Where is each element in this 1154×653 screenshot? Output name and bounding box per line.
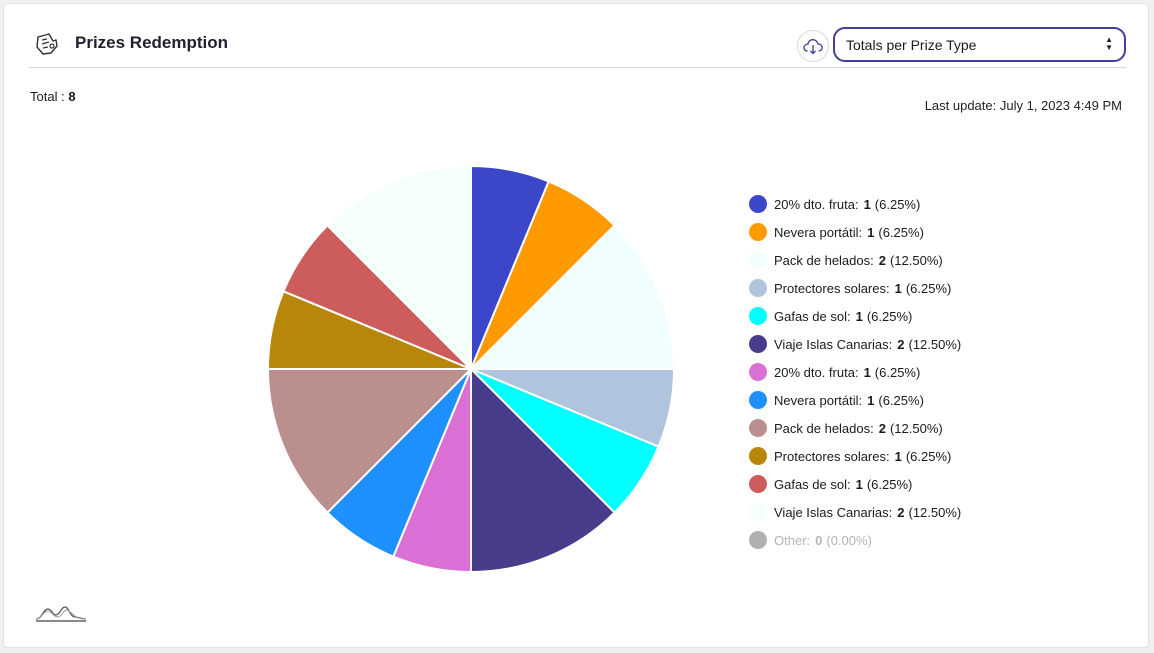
legend-label: Protectores solares:: [774, 448, 890, 464]
legend-label: Viaje Islas Canarias:: [774, 336, 893, 352]
legend-value: 1: [894, 280, 902, 296]
pie-slice-3[interactable]: [468, 224, 676, 370]
legend-color-dot: [749, 391, 767, 409]
legend-percent: (6.25%): [905, 280, 952, 296]
legend-color-dot: [749, 447, 767, 465]
cloud-download-icon: [803, 39, 823, 55]
legend-item[interactable]: Gafas de sol: 1 (6.25%): [749, 470, 961, 498]
legend-value: 1: [867, 392, 875, 408]
prizes-redemption-card: Prizes Redemption Totals per Prize Type …: [3, 3, 1149, 648]
legend-percent: (6.25%): [866, 476, 913, 492]
legend-value: 1: [863, 364, 871, 380]
legend-color-dot: [749, 195, 767, 213]
legend-item[interactable]: Protectores solares: 1 (6.25%): [749, 274, 961, 302]
legend-value: 2: [897, 504, 905, 520]
legend-label: 20% dto. fruta:: [774, 364, 859, 380]
legend-label: Pack de helados:: [774, 420, 874, 436]
legend-color-dot: [749, 335, 767, 353]
legend-item[interactable]: Nevera portátil: 1 (6.25%): [749, 218, 961, 246]
legend-percent: (6.25%): [878, 224, 924, 240]
legend-percent: (6.25%): [874, 364, 921, 380]
select-value: Totals per Prize Type: [846, 36, 977, 53]
legend-value: 1: [855, 308, 863, 324]
legend-color-dot: [749, 223, 767, 241]
legend-value: 2: [878, 420, 886, 436]
legend-percent: (6.25%): [866, 308, 913, 324]
total-value: 8: [68, 89, 76, 104]
legend-color-dot: [749, 419, 767, 437]
legend-percent: (6.25%): [874, 196, 921, 212]
legend-color-dot: [749, 279, 767, 297]
page-title: Prizes Redemption: [75, 33, 229, 52]
legend-value: 0: [815, 532, 823, 548]
legend-item[interactable]: Gafas de sol: 1 (6.25%): [749, 302, 961, 330]
legend-percent: (12.50%): [908, 504, 962, 520]
legend-percent: (12.50%): [889, 252, 943, 268]
legend-item[interactable]: Nevera portátil: 1 (6.25%): [749, 386, 961, 414]
legend-percent: (6.25%): [878, 392, 924, 408]
legend-value: 2: [897, 336, 905, 352]
total-summary: Total : 8: [30, 89, 76, 104]
legend-label: Pack de helados:: [774, 252, 874, 268]
legend-label: Nevera portátil:: [774, 224, 863, 240]
legend-value: 1: [863, 196, 871, 212]
chart-logo-icon: [35, 606, 87, 622]
prize-ticket-icon: [36, 33, 58, 55]
legend-color-dot: [749, 251, 767, 269]
legend-label: Gafas de sol:: [774, 308, 851, 324]
legend-item[interactable]: Pack de helados: 2 (12.50%): [749, 414, 961, 442]
download-button[interactable]: [797, 30, 829, 62]
legend-label: 20% dto. fruta:: [774, 196, 859, 212]
total-label: Total :: [30, 89, 65, 104]
legend-item[interactable]: Protectores solares: 1 (6.25%): [749, 442, 961, 470]
legend-value: 1: [867, 224, 875, 240]
legend-label: Other:: [774, 532, 811, 548]
legend-value: 2: [878, 252, 886, 268]
legend-color-dot: [749, 363, 767, 381]
prize-type-select[interactable]: Totals per Prize Type ▲ ▼: [833, 27, 1126, 62]
legend-color-dot: [749, 503, 767, 521]
legend-percent: (0.00%): [826, 532, 872, 548]
legend-label: Gafas de sol:: [774, 476, 851, 492]
legend-item[interactable]: Viaje Islas Canarias: 2 (12.50%): [749, 498, 961, 526]
legend-item[interactable]: Pack de helados: 2 (12.50%): [749, 246, 961, 274]
pie-chart: [266, 164, 676, 574]
chart-legend: 20% dto. fruta: 1 (6.25%) Nevera portátil: 1…: [749, 190, 961, 554]
pie-slice-6[interactable]: [470, 366, 616, 574]
legend-item[interactable]: 20% dto. fruta: 1 (6.25%): [749, 190, 961, 218]
legend-item[interactable]: Viaje Islas Canarias: 2 (12.50%): [749, 330, 961, 358]
legend-percent: (12.50%): [889, 420, 943, 436]
legend-percent: (12.50%): [908, 336, 962, 352]
pie-slice-9[interactable]: [266, 368, 474, 514]
last-update: Last update: July 1, 2023 4:49 PM: [924, 98, 1122, 113]
legend-label: Viaje Islas Canarias:: [774, 504, 893, 520]
legend-label: Protectores solares:: [774, 280, 890, 296]
legend-value: 1: [855, 476, 863, 492]
select-arrows-icon: ▲ ▼: [1105, 35, 1113, 52]
legend-value: 1: [894, 448, 902, 464]
legend-color-dot: [749, 531, 767, 549]
legend-color-dot: [749, 475, 767, 493]
legend-percent: (6.25%): [905, 448, 952, 464]
legend-color-dot: [749, 307, 767, 325]
legend-item[interactable]: Other: 0 (0.00%): [749, 526, 961, 554]
legend-label: Nevera portátil:: [774, 392, 863, 408]
header-divider: [29, 67, 1126, 68]
pie-slice-12[interactable]: [326, 164, 472, 372]
legend-item[interactable]: 20% dto. fruta: 1 (6.25%): [749, 358, 961, 386]
